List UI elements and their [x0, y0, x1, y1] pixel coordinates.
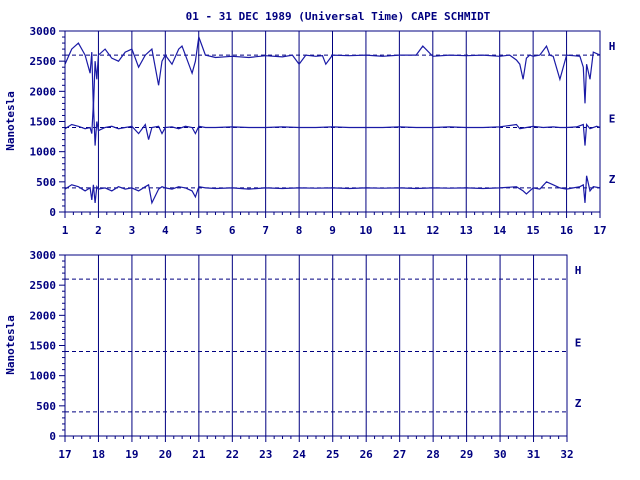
x-tick-label: 30 — [493, 448, 506, 461]
component-label-z: Z — [575, 397, 582, 410]
x-tick-label: 4 — [162, 224, 169, 237]
x-tick-label: 5 — [195, 224, 202, 237]
x-tick-label: 12 — [426, 224, 439, 237]
x-tick-label: 11 — [393, 224, 407, 237]
y-tick-label: 2000 — [30, 309, 57, 322]
x-tick-label: 3 — [129, 224, 136, 237]
panel-2-component-labels: H E Z — [575, 264, 582, 410]
x-tick-label: 7 — [262, 224, 269, 237]
y-tick-label: 500 — [36, 176, 56, 189]
x-tick-label: 21 — [192, 448, 206, 461]
series-e-trace — [64, 103, 601, 146]
x-tick-label: 16 — [560, 224, 574, 237]
y-tick-label: 500 — [36, 400, 56, 413]
series-h-trace — [64, 36, 601, 110]
panel-2-frame — [64, 254, 568, 437]
panel-2-xticks: 17 18 19 20 21 22 23 24 25 26 27 28 29 30 31 32 — [58, 436, 574, 461]
y-tick-label: 3000 — [30, 25, 57, 38]
panel-2-grid — [97, 255, 535, 436]
component-label-e: E — [609, 113, 616, 126]
x-tick-label: 29 — [460, 448, 473, 461]
panel-2-baselines — [65, 278, 567, 413]
panel-1-xticks: 1 2 3 4 5 6 7 8 9 10 11 12 13 14 15 16 17 — [62, 212, 607, 237]
x-tick-label: 23 — [259, 448, 272, 461]
x-tick-label: 17 — [593, 224, 606, 237]
x-tick-label: 26 — [360, 448, 374, 461]
x-tick-label: 18 — [92, 448, 105, 461]
panel-1-yticks: 0 500 1000 1500 2000 2500 3000 — [30, 25, 65, 219]
panel-1-series — [64, 36, 601, 205]
x-tick-label: 25 — [326, 448, 339, 461]
component-label-e: E — [575, 337, 582, 350]
panel-1-component-labels: H E Z — [609, 40, 616, 186]
x-tick-label: 9 — [329, 224, 336, 237]
x-tick-label: 15 — [527, 224, 540, 237]
panel-1-ylabel: Nanotesla — [4, 91, 17, 151]
y-tick-label: 0 — [49, 206, 56, 219]
x-tick-label: 32 — [560, 448, 573, 461]
y-tick-label: 2500 — [30, 55, 57, 68]
x-tick-label: 14 — [493, 224, 507, 237]
x-tick-label: 20 — [159, 448, 172, 461]
y-tick-label: 1000 — [30, 370, 57, 383]
y-tick-label: 2000 — [30, 85, 57, 98]
x-tick-label: 10 — [359, 224, 372, 237]
x-tick-label: 2 — [95, 224, 102, 237]
y-tick-label: 3000 — [30, 249, 57, 262]
x-tick-label: 27 — [393, 448, 406, 461]
panel-1-grid — [97, 31, 568, 212]
x-tick-label: 13 — [460, 224, 473, 237]
panel-2-yticks: 0 500 1000 1500 2000 2500 3000 — [30, 249, 65, 443]
x-tick-label: 1 — [62, 224, 69, 237]
x-tick-label: 31 — [527, 448, 541, 461]
y-tick-label: 1500 — [30, 116, 57, 129]
panel-2-ylabel: Nanotesla — [4, 315, 17, 375]
y-tick-label: 0 — [49, 430, 56, 443]
x-tick-label: 22 — [226, 448, 239, 461]
y-tick-label: 2500 — [30, 279, 57, 292]
chart-title: 01 - 31 DEC 1989 (Universal Time) CAPE S… — [186, 10, 491, 23]
y-tick-label: 1000 — [30, 146, 57, 159]
x-tick-label: 6 — [229, 224, 236, 237]
component-label-h: H — [575, 264, 582, 277]
x-tick-label: 19 — [125, 448, 138, 461]
x-tick-label: 28 — [427, 448, 440, 461]
x-tick-label: 17 — [58, 448, 71, 461]
y-tick-label: 1500 — [30, 340, 57, 353]
x-tick-label: 24 — [293, 448, 307, 461]
series-z-trace — [64, 175, 601, 205]
component-label-z: Z — [609, 173, 616, 186]
component-label-h: H — [609, 40, 616, 53]
x-tick-label: 8 — [296, 224, 303, 237]
